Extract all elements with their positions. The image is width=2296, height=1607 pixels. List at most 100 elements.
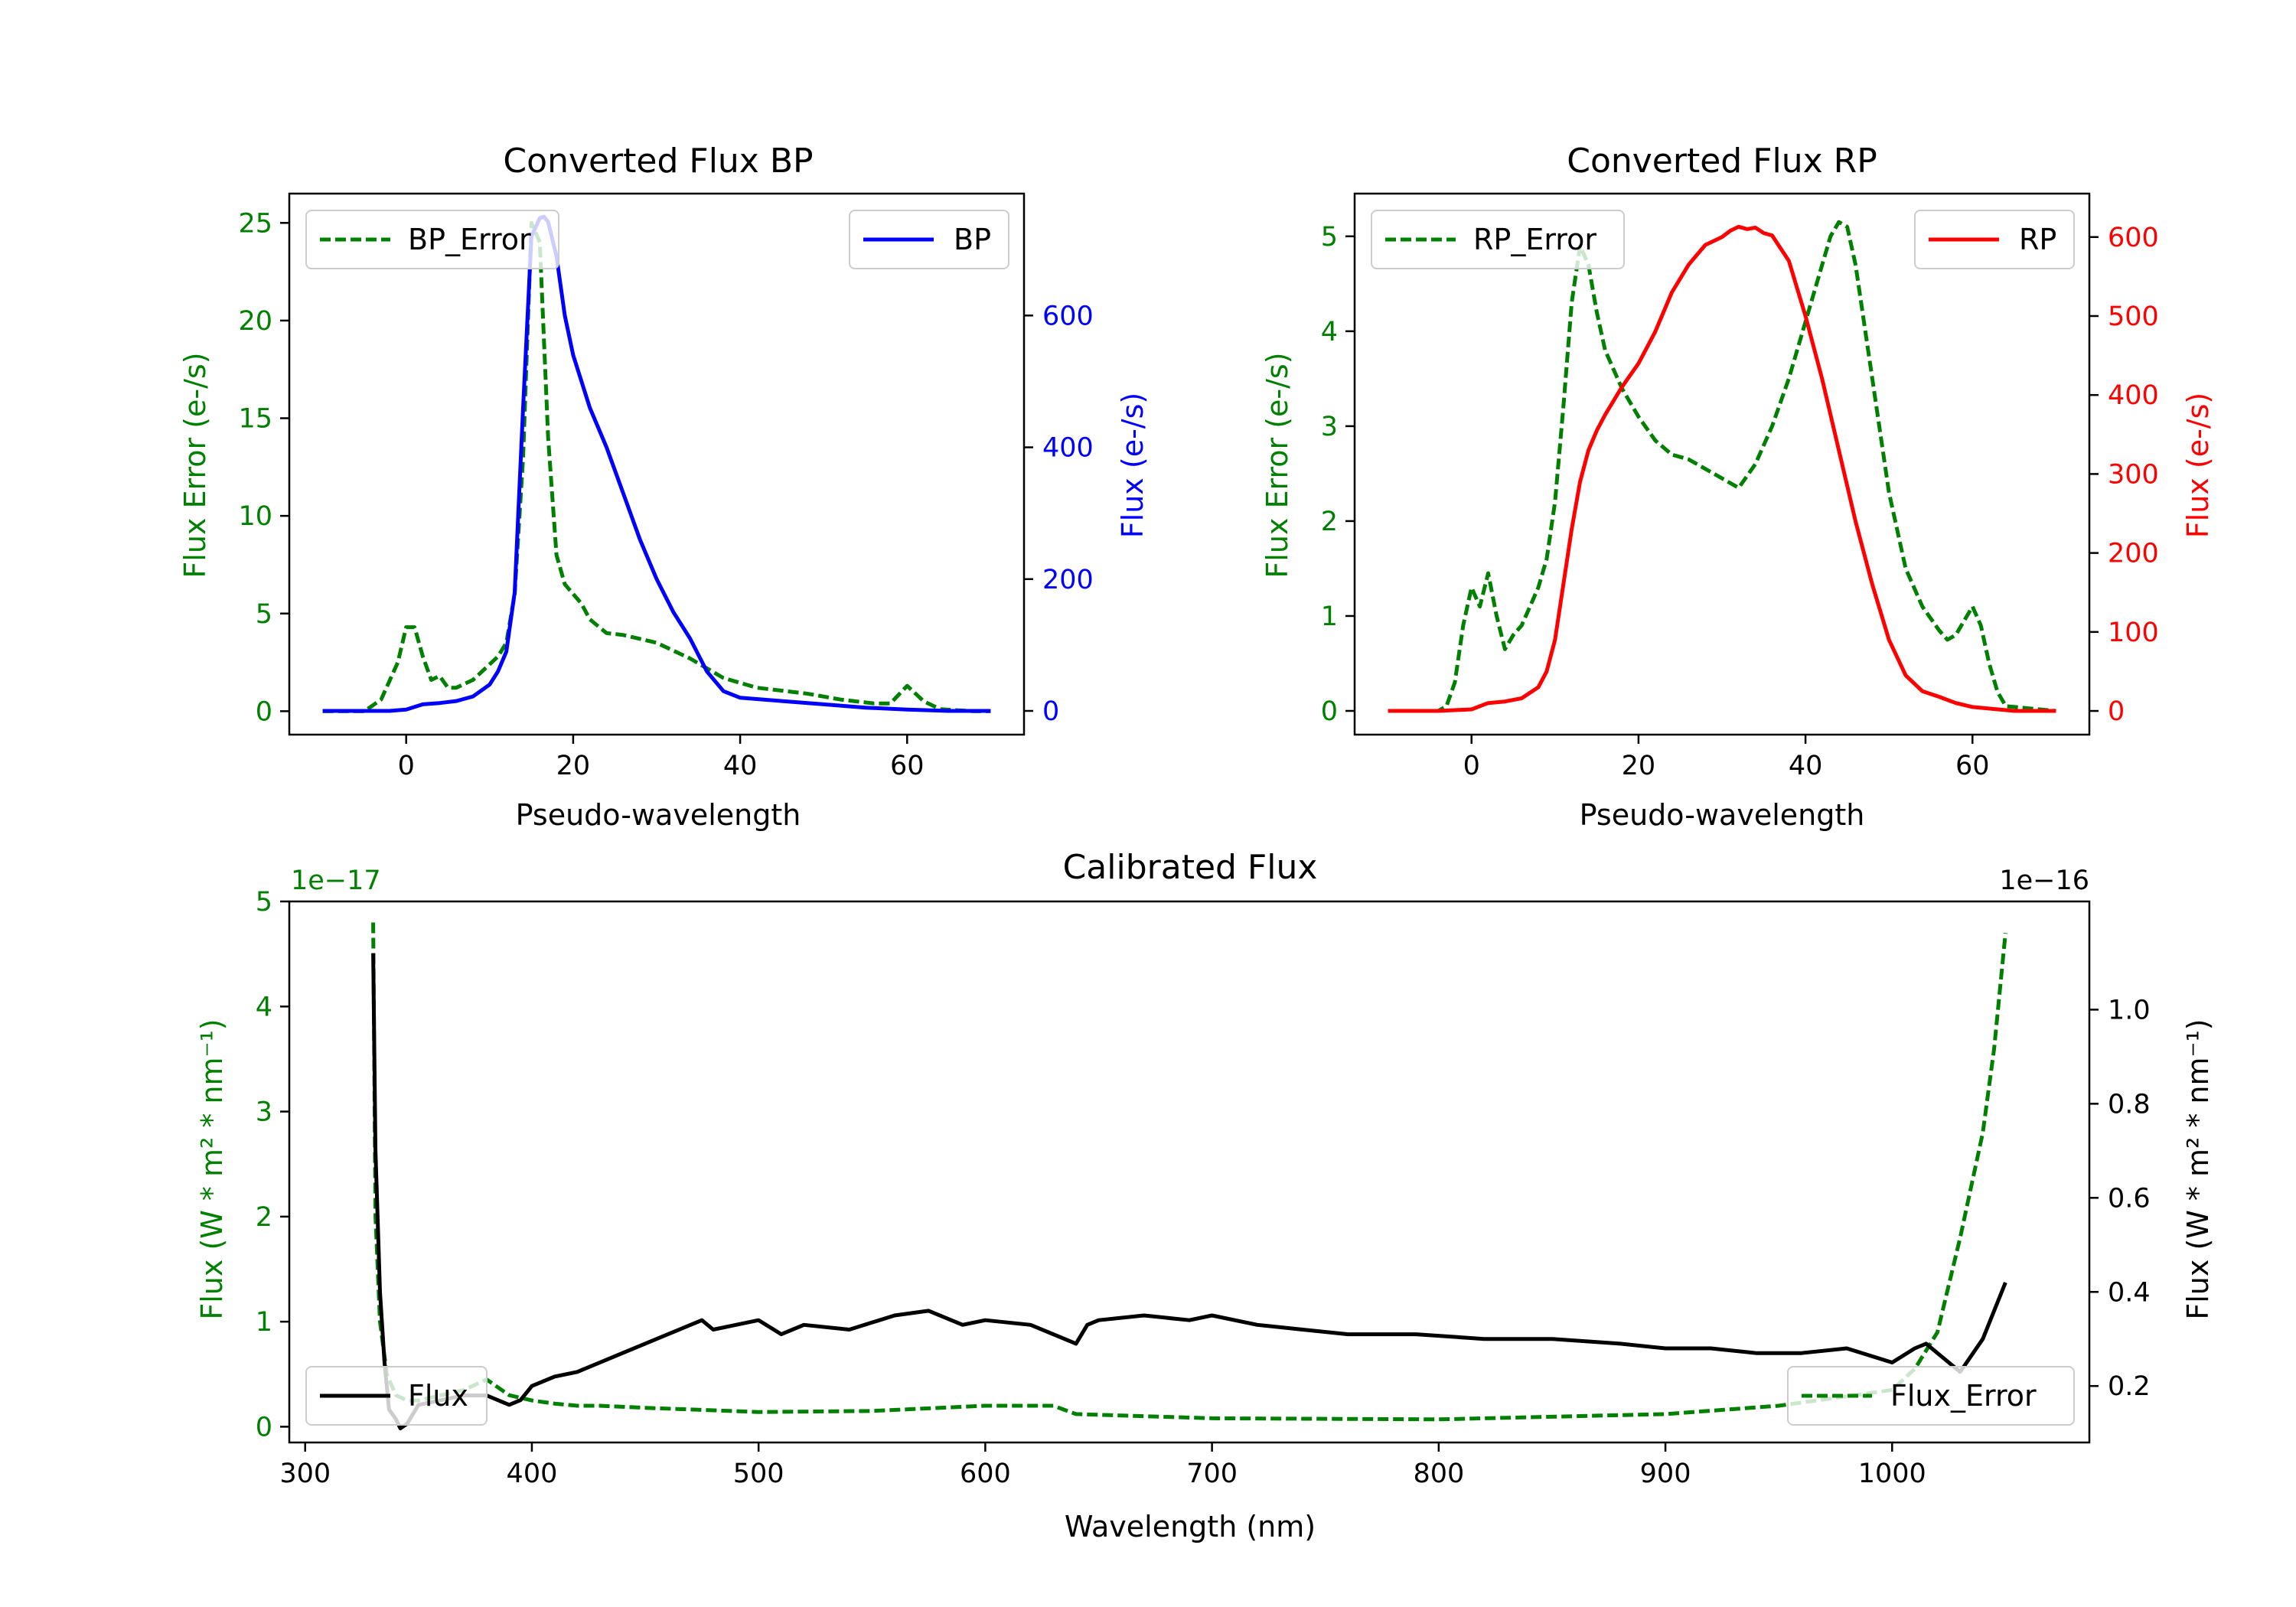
left-y-tick-label: 2 — [256, 1202, 272, 1233]
right-y-tick-label: 400 — [2108, 380, 2159, 411]
legend-label: RP_Error — [1473, 223, 1596, 256]
series-line-flux-error — [371, 922, 2007, 1422]
bp-x-ticks: 0 20 40 60 — [398, 735, 925, 781]
series-line-bp — [322, 214, 991, 713]
x-tick-label: 800 — [1413, 1459, 1464, 1489]
legend-label: Flux — [408, 1379, 468, 1413]
calibrated-legend-error: Flux_Error — [1787, 1366, 2075, 1426]
calibrated-xlabel: Wavelength (nm) — [1065, 1510, 1316, 1543]
left-y-tick-label: 1 — [256, 1307, 272, 1338]
legend-box — [305, 1366, 488, 1426]
rp-panel: Converted Flux RP Pseudo-wavelength Flux… — [1261, 142, 2215, 832]
x-tick-label: 20 — [1622, 751, 1656, 781]
right-y-tick-label: 600 — [1042, 301, 1094, 331]
right-y-tick-label: 0 — [2108, 696, 2125, 727]
legend-box — [1371, 210, 1625, 269]
calibrated-panel: Calibrated Flux Wavelength (nm) 1e−17 1e… — [195, 848, 2215, 1543]
x-tick-label: 1000 — [1858, 1459, 1926, 1489]
x-tick-label: 900 — [1640, 1459, 1691, 1489]
calibrated-right-scale: 1e−16 — [1999, 865, 2089, 896]
bp-xlabel: Pseudo-wavelength — [516, 798, 801, 832]
rp-left-y-ticks: 0 1 2 3 4 5 — [1321, 222, 1355, 727]
right-y-tick-label: 0.2 — [2108, 1371, 2151, 1402]
left-y-tick-label: 5 — [1321, 222, 1338, 253]
calibrated-right-y-ticks: 0.2 0.4 0.6 0.8 1.0 — [2089, 995, 2151, 1402]
right-y-tick-label: 200 — [2108, 539, 2159, 569]
right-y-tick-label: 0 — [1042, 696, 1059, 727]
rp-legend-error: RP_Error — [1371, 210, 1625, 269]
legend-label: BP_Error — [408, 223, 531, 256]
rp-plot-frame — [1353, 192, 2091, 736]
x-tick-label: 600 — [960, 1459, 1011, 1489]
series-line-bp-error — [322, 220, 991, 713]
left-y-tick-label: 25 — [238, 208, 272, 239]
rp-title: Converted Flux RP — [1567, 142, 1877, 181]
left-y-tick-label: 0 — [256, 1412, 272, 1442]
x-tick-label: 300 — [279, 1459, 331, 1489]
left-y-tick-label: 10 — [238, 501, 272, 532]
bp-right-y-ticks: 0 200 400 600 — [1024, 301, 1094, 727]
x-tick-label: 400 — [507, 1459, 558, 1489]
right-y-tick-label: 400 — [1042, 433, 1094, 464]
legend-label: Flux_Error — [1890, 1379, 2037, 1413]
calibrated-left-ylabel: Flux (W * m² * nm⁻¹) — [195, 1019, 229, 1319]
calibrated-title: Calibrated Flux — [1063, 848, 1318, 887]
rp-legend-flux: RP — [1914, 210, 2075, 269]
left-y-tick-label: 5 — [256, 599, 272, 630]
right-y-tick-label: 1.0 — [2108, 995, 2151, 1025]
series-line-rp — [1388, 224, 2056, 713]
rp-left-ylabel: Flux Error (e-/s) — [1261, 352, 1294, 578]
left-y-tick-label: 4 — [1321, 317, 1338, 347]
left-y-tick-label: 4 — [256, 992, 272, 1022]
bp-left-y-ticks: 0 5 10 15 20 25 — [238, 208, 289, 727]
series-line-flux — [371, 953, 2007, 1431]
x-tick-label: 40 — [1789, 751, 1823, 781]
right-y-tick-label: 0.4 — [2108, 1277, 2151, 1308]
left-y-tick-label: 20 — [238, 306, 272, 337]
rp-x-ticks: 0 20 40 60 — [1463, 735, 1990, 781]
rp-xlabel: Pseudo-wavelength — [1580, 798, 1865, 832]
right-y-tick-label: 200 — [1042, 565, 1094, 595]
bp-legend-flux: BP — [849, 210, 1009, 269]
calibrated-left-scale: 1e−17 — [291, 865, 381, 896]
bp-right-ylabel: Flux (e-/s) — [1116, 393, 1150, 538]
bp-plot-frame — [288, 192, 1026, 736]
left-y-tick-label: 1 — [1321, 601, 1338, 632]
calibrated-x-ticks: 300 400 500 600 700 800 900 1000 — [279, 1442, 1926, 1489]
bp-left-ylabel: Flux Error (e-/s) — [178, 352, 212, 578]
left-y-tick-label: 3 — [1321, 412, 1338, 442]
bp-legend-error: BP_Error — [305, 210, 559, 269]
x-tick-label: 0 — [1463, 751, 1480, 781]
rp-lines — [1388, 220, 2056, 713]
rp-right-ylabel: Flux (e-/s) — [2181, 393, 2215, 538]
right-y-tick-label: 100 — [2108, 618, 2159, 648]
x-tick-label: 500 — [733, 1459, 784, 1489]
legend-box — [1787, 1366, 2075, 1426]
x-tick-label: 700 — [1186, 1459, 1238, 1489]
legend-label: BP — [954, 223, 991, 256]
left-y-tick-label: 5 — [256, 887, 272, 918]
x-tick-label: 40 — [723, 751, 758, 781]
legend-label: RP — [2019, 223, 2056, 256]
bp-lines — [322, 214, 991, 713]
calibrated-right-ylabel: Flux (W * m² * nm⁻¹) — [2181, 1019, 2215, 1319]
calibrated-lines — [371, 922, 2007, 1431]
bp-panel: Converted Flux BP Pseudo-wavelength Flux… — [178, 142, 1150, 832]
left-y-tick-label: 3 — [256, 1097, 272, 1128]
calibrated-legend-flux: Flux — [305, 1366, 488, 1426]
left-y-tick-label: 0 — [1321, 696, 1338, 727]
right-y-tick-label: 600 — [2108, 223, 2159, 253]
calibrated-plot-frame — [288, 900, 2091, 1444]
bp-title: Converted Flux BP — [503, 142, 813, 181]
left-y-tick-label: 0 — [256, 696, 272, 727]
x-tick-label: 60 — [1955, 751, 1990, 781]
x-tick-label: 20 — [556, 751, 591, 781]
left-y-tick-label: 15 — [238, 404, 272, 435]
x-tick-label: 60 — [890, 751, 925, 781]
right-y-tick-label: 0.6 — [2108, 1183, 2151, 1214]
left-y-tick-label: 2 — [1321, 507, 1338, 537]
series-line-rp-error — [1388, 220, 2056, 713]
calibrated-left-y-ticks: 0 1 2 3 4 5 — [256, 887, 289, 1442]
x-tick-label: 0 — [398, 751, 415, 781]
